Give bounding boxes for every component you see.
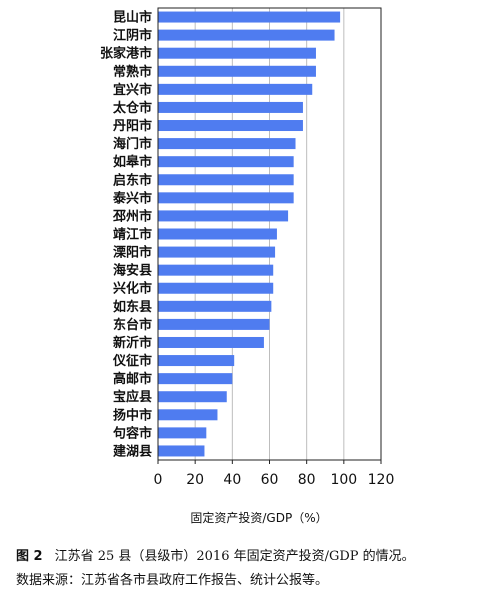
category-label-10: 启东市 bbox=[113, 172, 152, 188]
bar-4 bbox=[158, 65, 316, 77]
category-labels: 昆山市江阴市张家港市常熟市宜兴市太仓市丹阳市海门市如皋市启东市泰兴市邳州市靖江市… bbox=[100, 10, 152, 460]
figure-number: 图 2 bbox=[16, 549, 43, 564]
category-label-24: 句容市 bbox=[113, 425, 152, 441]
bar-8 bbox=[158, 138, 296, 150]
bar-23 bbox=[158, 409, 218, 421]
plot-frame bbox=[157, 7, 382, 464]
bar-6 bbox=[158, 101, 303, 113]
x-tick-label-40: 40 bbox=[223, 472, 241, 488]
bar-15 bbox=[158, 264, 274, 276]
category-label-7: 丹阳市 bbox=[113, 118, 152, 134]
bar-chart: 昆山市江阴市张家港市常熟市宜兴市太仓市丹阳市海门市如皋市启东市泰兴市邳州市靖江市… bbox=[100, 7, 395, 525]
bar-12 bbox=[158, 210, 289, 222]
caption-title-line: 图 2 江苏省 25 县（县级市）2016 年固定资产投资/GDP 的情况。 bbox=[16, 545, 471, 569]
category-label-16: 兴化市 bbox=[113, 281, 152, 297]
category-label-18: 东台市 bbox=[113, 317, 152, 333]
category-label-14: 溧阳市 bbox=[113, 245, 152, 261]
caption-title: 江苏省 25 县（县级市）2016 年固定资产投资/GDP 的情况。 bbox=[54, 549, 415, 564]
category-label-23: 扬中市 bbox=[113, 407, 152, 423]
category-label-20: 仪征市 bbox=[112, 353, 152, 369]
category-label-15: 海安县 bbox=[113, 263, 152, 279]
category-label-11: 泰兴市 bbox=[112, 190, 152, 206]
bar-2 bbox=[158, 29, 335, 41]
category-label-12: 邳州市 bbox=[112, 208, 152, 224]
bar-21 bbox=[158, 373, 233, 385]
bar-7 bbox=[158, 120, 303, 132]
category-label-2: 江阴市 bbox=[113, 28, 152, 44]
bar-5 bbox=[158, 83, 313, 95]
bar-16 bbox=[158, 282, 274, 294]
bar-14 bbox=[158, 246, 276, 258]
bar-17 bbox=[158, 300, 272, 312]
x-axis-title: 固定资产投资/GDP（%） bbox=[190, 510, 327, 525]
x-tick-label-20: 20 bbox=[186, 472, 204, 488]
x-tick-label-80: 80 bbox=[298, 472, 316, 488]
bar-25 bbox=[158, 445, 205, 457]
category-label-22: 宝应县 bbox=[113, 389, 152, 405]
category-label-9: 如皋市 bbox=[113, 154, 152, 170]
category-label-13: 靖江市 bbox=[113, 227, 152, 243]
x-tick-labels: 0 20 40 60 80 100 120 bbox=[154, 472, 395, 488]
bars bbox=[158, 11, 341, 457]
category-label-1: 昆山市 bbox=[113, 10, 152, 26]
category-label-19: 新沂市 bbox=[113, 335, 152, 351]
category-label-17: 如东县 bbox=[113, 299, 152, 315]
bar-9 bbox=[158, 156, 294, 168]
category-label-8: 海门市 bbox=[113, 136, 152, 152]
x-tick-label-120: 120 bbox=[368, 472, 395, 488]
figure-caption: 图 2 江苏省 25 县（县级市）2016 年固定资产投资/GDP 的情况。 数据… bbox=[16, 545, 471, 593]
bar-11 bbox=[158, 192, 294, 204]
x-tick-label-100: 100 bbox=[330, 472, 357, 488]
bar-1 bbox=[158, 11, 341, 23]
category-label-5: 宜兴市 bbox=[113, 82, 152, 98]
bar-18 bbox=[158, 318, 270, 330]
bar-24 bbox=[158, 427, 207, 439]
bar-22 bbox=[158, 391, 227, 403]
x-tick-label-0: 0 bbox=[154, 472, 163, 488]
bar-19 bbox=[158, 336, 264, 348]
bar-13 bbox=[158, 228, 277, 240]
category-label-4: 常熟市 bbox=[113, 64, 152, 80]
caption-source: 数据来源：江苏省各市县政府工作报告、统计公报等。 bbox=[16, 573, 329, 588]
category-label-25: 建湖县 bbox=[113, 443, 152, 459]
category-label-21: 高邮市 bbox=[113, 371, 152, 387]
category-label-3: 张家港市 bbox=[100, 46, 152, 62]
bar-20 bbox=[158, 355, 235, 367]
bar-3 bbox=[158, 47, 316, 59]
category-label-6: 太仓市 bbox=[112, 100, 152, 116]
x-tick-label-60: 60 bbox=[261, 472, 279, 488]
bar-10 bbox=[158, 174, 294, 186]
